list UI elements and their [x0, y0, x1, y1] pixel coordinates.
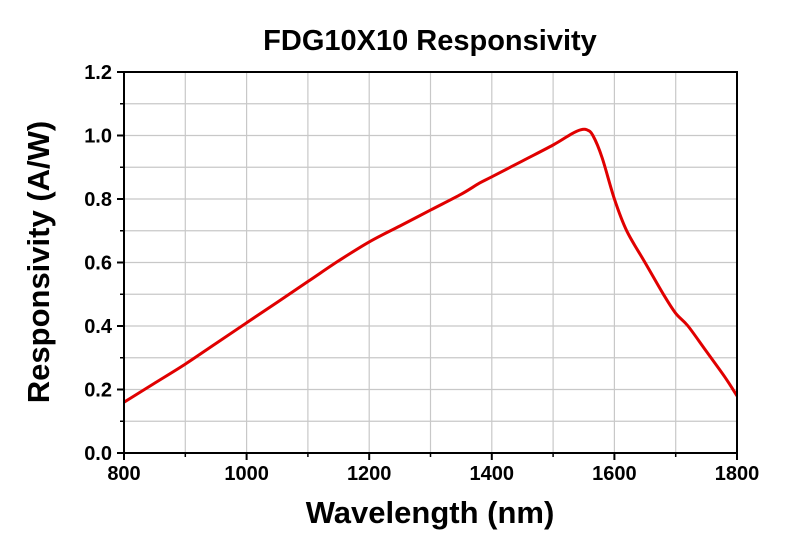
chart-title: FDG10X10 Responsivity: [263, 25, 597, 57]
x-tick-label: 1800: [715, 463, 760, 485]
x-axis-label: Wavelength (nm): [306, 495, 555, 530]
line-layer: [124, 127, 737, 404]
y-tick-label: 1.2: [84, 62, 112, 84]
x-tick-label: 1200: [347, 463, 392, 485]
y-tick-label: 0.2: [84, 380, 112, 402]
x-tick-label: 1600: [592, 463, 637, 485]
grid: [124, 72, 737, 453]
x-tick-label: 800: [107, 463, 140, 485]
series-line-responsivity: [124, 127, 737, 404]
axes: 800 1000 1200 1400 1600 1800 0.0 0.2 0.4 0.6 0.8 1.…: [84, 62, 759, 485]
y-tick-label: 0.6: [84, 253, 112, 275]
y-axis-label: Responsivity (A/W): [21, 121, 56, 403]
y-tick-label: 0.8: [84, 189, 112, 211]
y-tick-label: 1.0: [84, 126, 112, 148]
x-tick-label: 1400: [470, 463, 515, 485]
x-tick-label: 1000: [224, 463, 269, 485]
y-tick-label: 0.0: [84, 443, 112, 465]
y-tick-label: 0.4: [84, 316, 113, 338]
